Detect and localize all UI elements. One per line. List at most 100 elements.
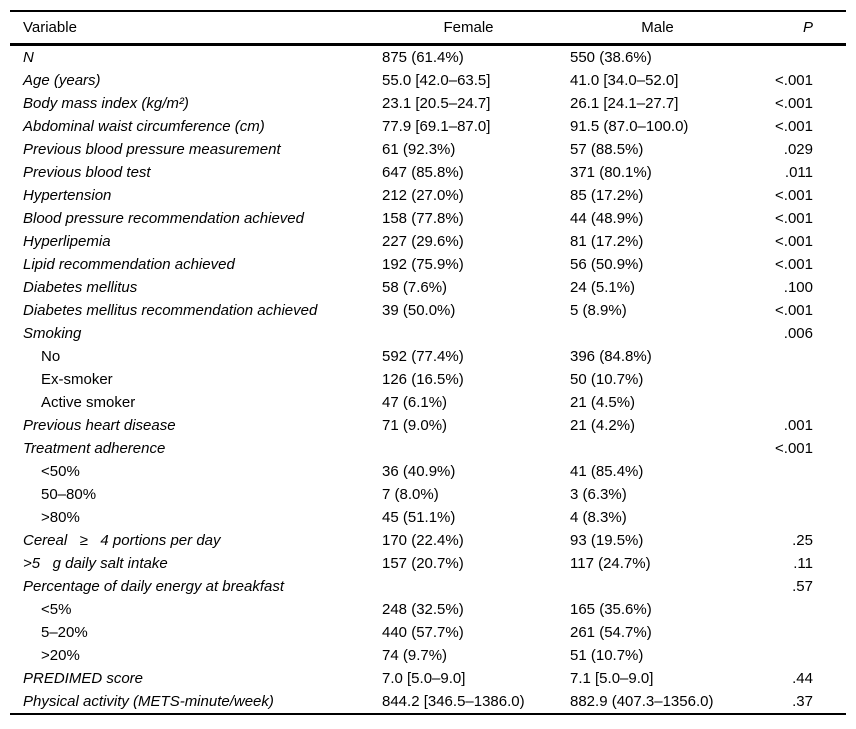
female-value-cell: 875 (61.4%) [382,49,464,66]
female-value-cell: 227 (29.6%) [382,233,464,250]
variable-cell: >80% [41,509,80,526]
table-row: Body mass index (kg/m²) 23.1 [20.5–24.7]… [10,92,846,115]
table-row: Physical activity (METS-minute/week) 844… [10,690,846,714]
variable-cell: 5–20% [41,624,88,641]
p-value-cell: .001 [783,417,813,434]
male-value-cell: 56 (50.9%) [570,256,644,273]
female-value-cell: 7.0 [5.0–9.0] [382,670,466,687]
column-header-female: Female [382,11,570,46]
column-header-p: P [760,11,846,46]
variable-cell: Percentage of daily energy at breakfast [23,578,284,595]
variable-cell: Hypertension [23,187,112,204]
female-value-cell [382,322,570,345]
p-value-cell: <.001 [775,302,813,319]
table-row: Age (years) 55.0 [42.0–63.5] 41.0 [34.0–… [10,69,846,92]
table-row: Percentage of daily energy at breakfast … [10,575,846,598]
p-value-cell: .57 [792,578,813,595]
p-value-cell [760,45,846,70]
variable-cell: Abdominal waist circumference (cm) [23,118,265,135]
male-value-cell: 51 (10.7%) [570,647,644,664]
female-value-cell: 23.1 [20.5–24.7] [382,95,491,112]
variable-cell: Ex-smoker [41,371,113,388]
variable-cell: Treatment adherence [23,440,166,457]
variable-cell: Previous blood pressure measurement [23,141,281,158]
male-value-cell: 550 (38.6%) [570,49,652,66]
female-value-cell: 39 (50.0%) [382,302,456,319]
variable-cell: PREDIMED score [23,670,144,687]
table-row: >80% 45 (51.1%) 4 (8.3%) [10,506,846,529]
table-header: Variable Female Male P [10,11,846,46]
table-row: Active smoker 47 (6.1%) 21 (4.5%) [10,391,846,414]
table-row: Hypertension 212 (27.0%) 85 (17.2%) <.00… [10,184,846,207]
male-value-cell: 50 (10.7%) [570,371,644,388]
male-value-cell: 93 (19.5%) [570,532,644,549]
p-value-cell: .25 [792,532,813,549]
p-value-cell: .100 [783,279,813,296]
female-value-cell: 248 (32.5%) [382,601,464,618]
p-value-cell: <.001 [775,95,813,112]
variable-cell: Smoking [23,325,82,342]
p-value-cell [760,483,846,506]
table-body: N 875 (61.4%) 550 (38.6%) Age (years) 55… [10,45,846,715]
female-value-cell: 158 (77.8%) [382,210,464,227]
male-value-cell: 85 (17.2%) [570,187,644,204]
female-value-cell: 55.0 [42.0–63.5] [382,72,491,89]
male-value-cell: 5 (8.9%) [570,302,627,319]
p-value-cell: <.001 [775,210,813,227]
variable-cell: Active smoker [41,394,136,411]
table-row: Hyperlipemia 227 (29.6%) 81 (17.2%) <.00… [10,230,846,253]
variable-cell: No [41,348,61,365]
male-value-cell: 44 (48.9%) [570,210,644,227]
variable-cell: Cereal ≥ 4 portions per day [23,532,221,549]
male-value-cell: 117 (24.7%) [570,555,651,572]
variable-cell: Age (years) [23,72,101,89]
p-value-cell [760,460,846,483]
column-header-variable: Variable [10,11,382,46]
p-value-cell [760,368,846,391]
variable-cell: Previous heart disease [23,417,176,434]
p-value-cell: <.001 [775,233,813,250]
male-value-cell: 41 (85.4%) [570,463,644,480]
female-value-cell: 126 (16.5%) [382,371,464,388]
variable-cell: Physical activity (METS-minute/week) [23,693,274,710]
female-value-cell: 192 (75.9%) [382,256,464,273]
table-row: 50–80% 7 (8.0%) 3 (6.3%) [10,483,846,506]
male-value-cell: 91.5 (87.0–100.0) [570,118,689,135]
p-value-cell: <.001 [775,440,813,457]
female-value-cell: 71 (9.0%) [382,417,448,434]
table-container: Variable Female Male P N 875 (61.4%) 550… [10,10,846,715]
female-value-cell: 592 (77.4%) [382,348,464,365]
variable-cell: Diabetes mellitus [23,279,138,296]
table-row: Smoking .006 [10,322,846,345]
variable-cell: Lipid recommendation achieved [23,256,235,273]
variable-cell: >20% [41,647,80,664]
table-row: Ex-smoker 126 (16.5%) 50 (10.7%) [10,368,846,391]
table-row: PREDIMED score 7.0 [5.0–9.0] 7.1 [5.0–9.… [10,667,846,690]
male-value-cell: 371 (80.1%) [570,164,652,181]
male-value-cell: 81 (17.2%) [570,233,644,250]
p-value-cell [760,506,846,529]
table-row: <5% 248 (32.5%) 165 (35.6%) [10,598,846,621]
male-value-cell: 4 (8.3%) [570,509,627,526]
p-value-cell: <.001 [775,118,813,135]
female-value-cell [382,575,570,598]
female-value-cell: 58 (7.6%) [382,279,448,296]
column-header-male: Male [570,11,760,46]
variable-cell: Body mass index (kg/m²) [23,95,189,112]
male-value-cell: 3 (6.3%) [570,486,627,503]
table-row: 5–20% 440 (57.7%) 261 (54.7%) [10,621,846,644]
table-row: Previous blood test 647 (85.8%) 371 (80.… [10,161,846,184]
male-value-cell [570,437,760,460]
p-value-cell: .011 [784,164,813,181]
female-value-cell: 61 (92.3%) [382,141,456,158]
female-value-cell: 844.2 [346.5–1386.0) [382,693,525,710]
table-row: Previous blood pressure measurement 61 (… [10,138,846,161]
female-value-cell: 212 (27.0%) [382,187,464,204]
variable-cell: 50–80% [41,486,97,503]
female-value-cell: 47 (6.1%) [382,394,448,411]
variable-cell: Previous blood test [23,164,151,181]
p-value-cell: .44 [792,670,813,687]
variable-cell: N [23,49,34,66]
table-row: Lipid recommendation achieved 192 (75.9%… [10,253,846,276]
